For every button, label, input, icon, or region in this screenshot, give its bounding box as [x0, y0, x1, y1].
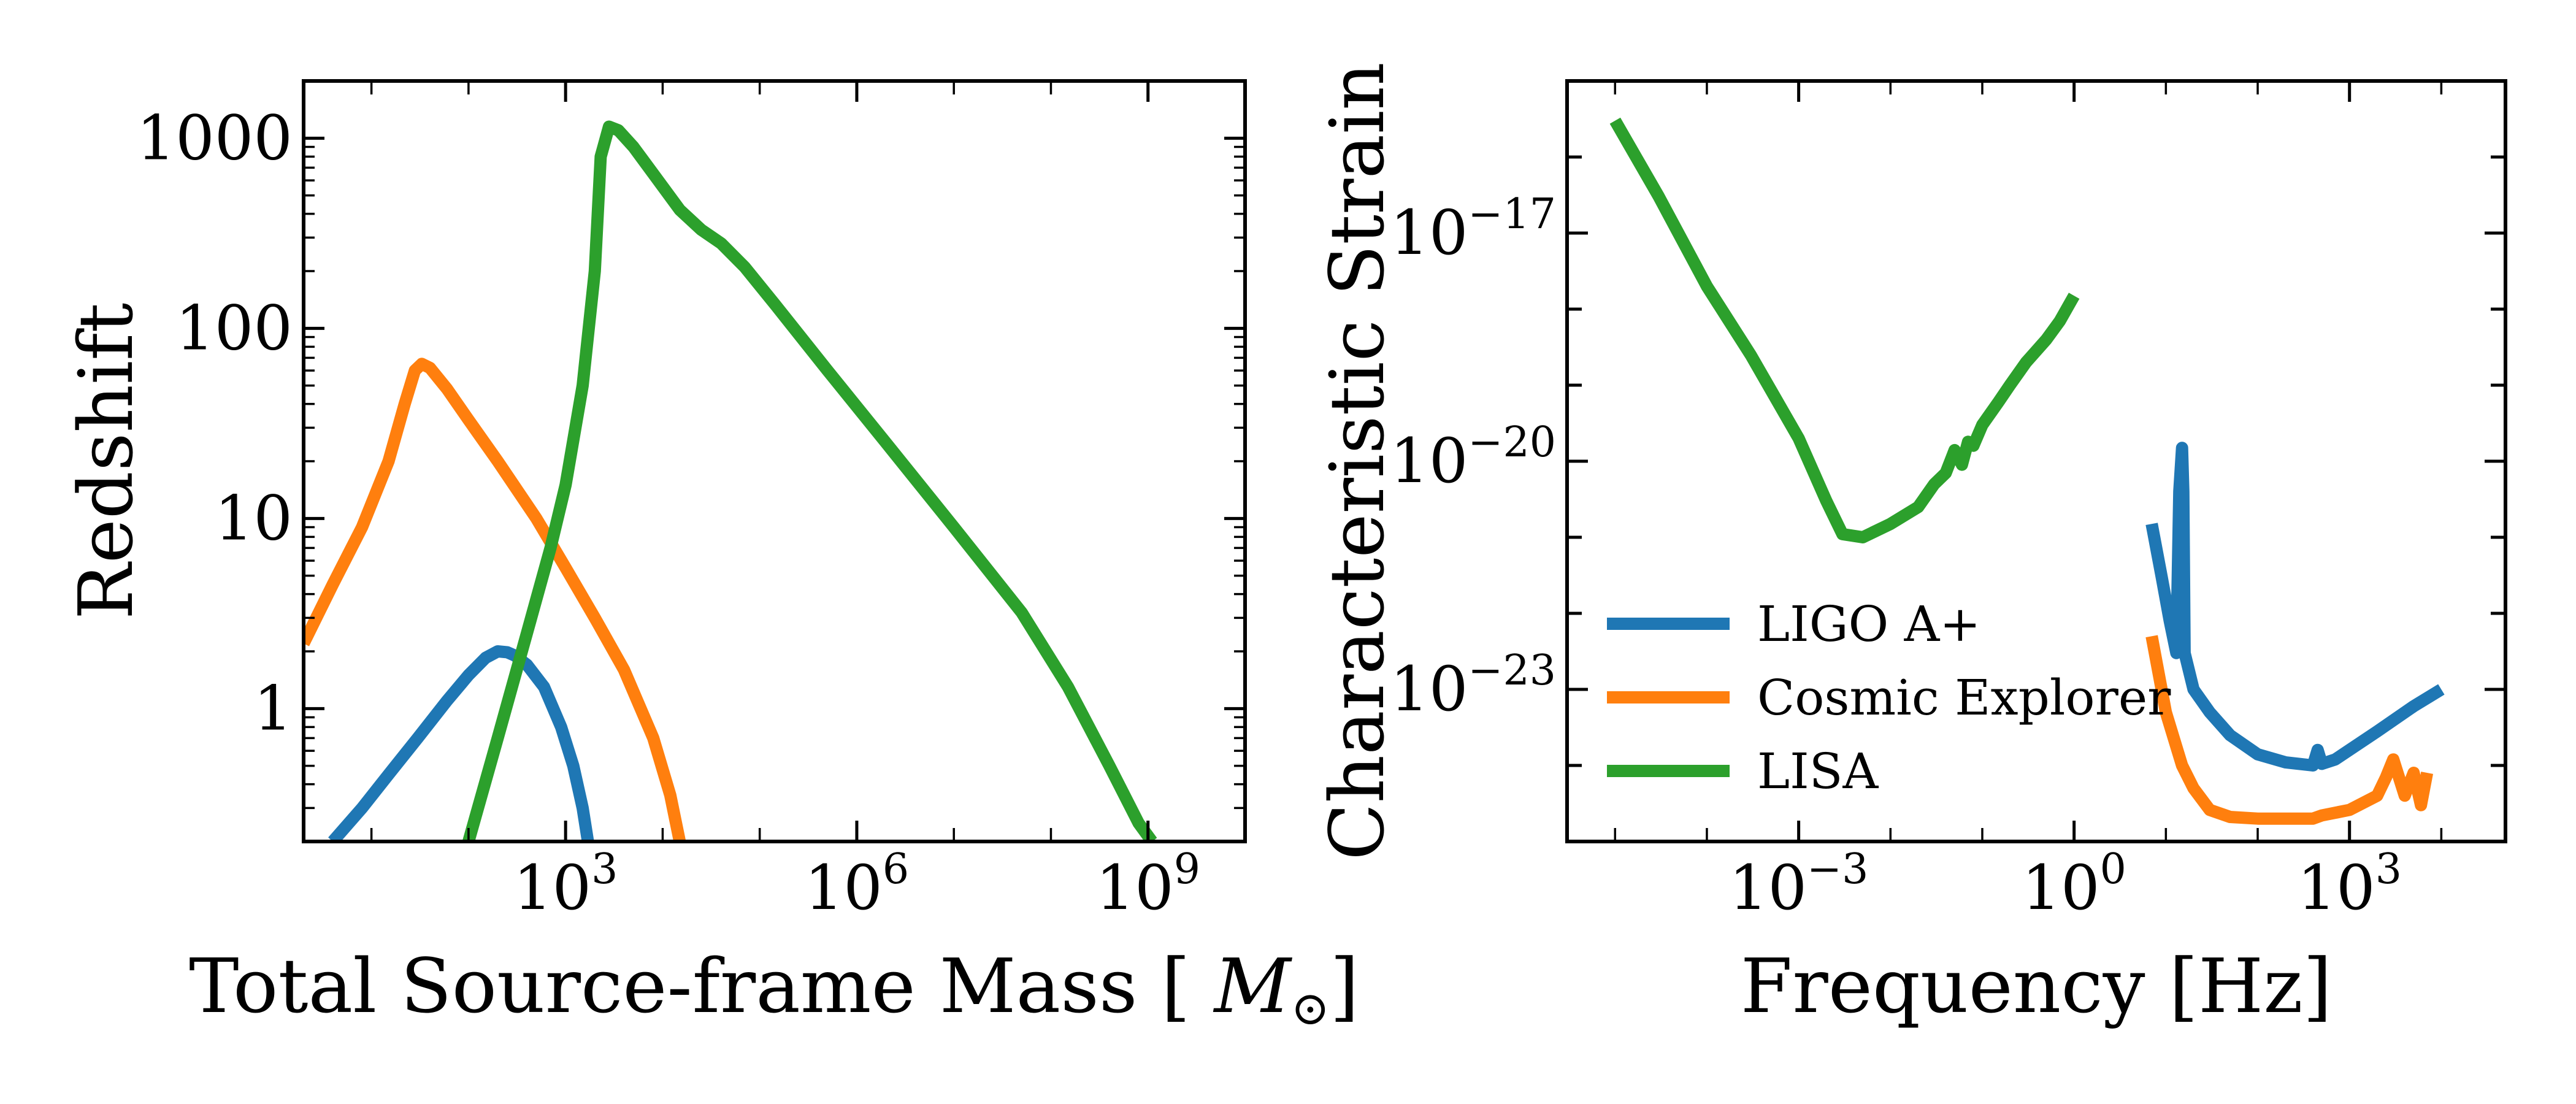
tick-base: 10 [1390, 425, 1468, 497]
left-plot-frame [302, 79, 1247, 843]
left-series-blue [328, 645, 594, 841]
tick-exponent: 6 [883, 845, 909, 894]
right-x-tick-label: 10−3 [1729, 845, 1869, 924]
solar-subscript: ⊙ [1291, 981, 1330, 1035]
tick-base: 10 [1390, 653, 1468, 725]
legend: LIGO A+ Cosmic Explorer LISA [1607, 596, 2171, 800]
left-series-green [462, 120, 1157, 841]
tick-base: 10 [2297, 852, 2375, 924]
tick-exponent: −3 [1807, 845, 1868, 894]
left-series-orange [304, 358, 686, 841]
tick-base: 10 [1095, 852, 1173, 924]
tick-exponent: 3 [2375, 845, 2402, 894]
right-plot-frame [1565, 79, 2507, 843]
left-y-tick-label: 1 [253, 672, 293, 744]
left-y-tick-label: 10 [215, 482, 293, 554]
tick-base: 10 [1390, 197, 1468, 269]
tick-exponent: 0 [2100, 845, 2126, 894]
legend-label: Cosmic Explorer [1757, 669, 2171, 726]
left-x-tick-label: 103 [513, 845, 618, 924]
tick-exponent: −17 [1468, 190, 1556, 239]
legend-label: LIGO A+ [1757, 596, 1980, 653]
right-series-cosmic-explorer [2145, 635, 2434, 825]
legend-label: LISA [1757, 743, 1879, 800]
right-x-tick-label: 103 [2297, 845, 2402, 924]
right-series-ligo-a [2145, 442, 2445, 772]
tick-base: 10 [513, 852, 591, 924]
left-y-tick-label: 100 [175, 292, 293, 364]
left-x-axis-title: Total Source-frame Mass [ M⊙] [189, 943, 1359, 1035]
right-x-tick-label: 100 [2022, 845, 2126, 924]
left-y-tick-label: 1000 [137, 102, 293, 174]
right-x-axis-title: Frequency [Hz] [1741, 943, 2333, 1030]
tick-base: 10 [805, 852, 883, 924]
tick-exponent: 9 [1174, 845, 1200, 894]
right-y-tick-label: 10−23 [1390, 646, 1556, 725]
right-y-tick-label: 10−17 [1390, 190, 1556, 269]
left-x-axis-title-text: Total Source-frame Mass [ [189, 943, 1190, 1030]
right-y-tick-label: 10−20 [1390, 418, 1556, 497]
tick-base: 10 [1729, 852, 1807, 924]
tick-exponent: 3 [591, 845, 618, 894]
right-series-lisa [1609, 117, 2080, 543]
right-y-axis-title: Characteristic Strain [1314, 62, 1401, 861]
bracket-close: ] [1330, 943, 1359, 1030]
left-x-tick-label: 109 [1095, 845, 1200, 924]
tick-exponent: −20 [1468, 418, 1556, 467]
solar-mass-symbol: M [1213, 943, 1293, 1030]
tick-base: 10 [2022, 852, 2099, 924]
left-x-tick-label: 106 [805, 845, 910, 924]
left-y-axis-title: Redshift [63, 303, 150, 620]
tick-exponent: −23 [1468, 646, 1556, 695]
